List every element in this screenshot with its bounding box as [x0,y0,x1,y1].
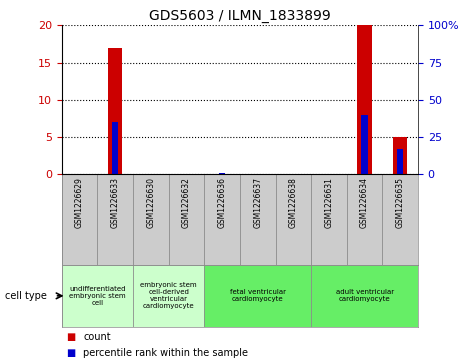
Title: GDS5603 / ILMN_1833899: GDS5603 / ILMN_1833899 [149,9,331,23]
Text: ■: ■ [66,348,76,358]
Text: GSM1226637: GSM1226637 [253,177,262,228]
Bar [382,174,418,265]
Bar [169,174,204,265]
Bar [204,174,240,265]
Bar [276,174,311,265]
Text: GSM1226638: GSM1226638 [289,177,298,228]
Text: cell type: cell type [5,291,47,301]
Text: count: count [83,332,111,342]
Bar [311,174,347,265]
Bar [347,174,382,265]
Bar [219,173,225,174]
Bar [108,48,123,174]
Text: GSM1226636: GSM1226636 [218,177,227,228]
Bar [112,122,118,174]
Bar [397,149,403,174]
Text: fetal ventricular
cardiomyocyte: fetal ventricular cardiomyocyte [230,289,285,302]
Bar [361,115,368,174]
Bar [62,174,97,265]
Text: GSM1226632: GSM1226632 [182,177,191,228]
Text: embryonic stem
cell-derived
ventricular
cardiomyocyte: embryonic stem cell-derived ventricular … [140,282,197,309]
Text: GSM1226633: GSM1226633 [111,177,120,228]
Text: GSM1226629: GSM1226629 [75,177,84,228]
Bar [240,174,276,265]
Text: percentile rank within the sample: percentile rank within the sample [83,348,248,358]
Bar [311,265,418,327]
Text: undifferentiated
embryonic stem
cell: undifferentiated embryonic stem cell [69,286,126,306]
Text: adult ventricular
cardiomyocyte: adult ventricular cardiomyocyte [335,289,394,302]
Text: GSM1226635: GSM1226635 [396,177,405,228]
Bar [357,25,371,174]
Text: ■: ■ [66,332,76,342]
Bar [62,265,133,327]
Bar [133,265,204,327]
Bar [393,137,407,174]
Text: GSM1226634: GSM1226634 [360,177,369,228]
Bar [97,174,133,265]
Bar [133,174,169,265]
Text: GSM1226631: GSM1226631 [324,177,333,228]
Bar [204,265,311,327]
Text: GSM1226630: GSM1226630 [146,177,155,228]
